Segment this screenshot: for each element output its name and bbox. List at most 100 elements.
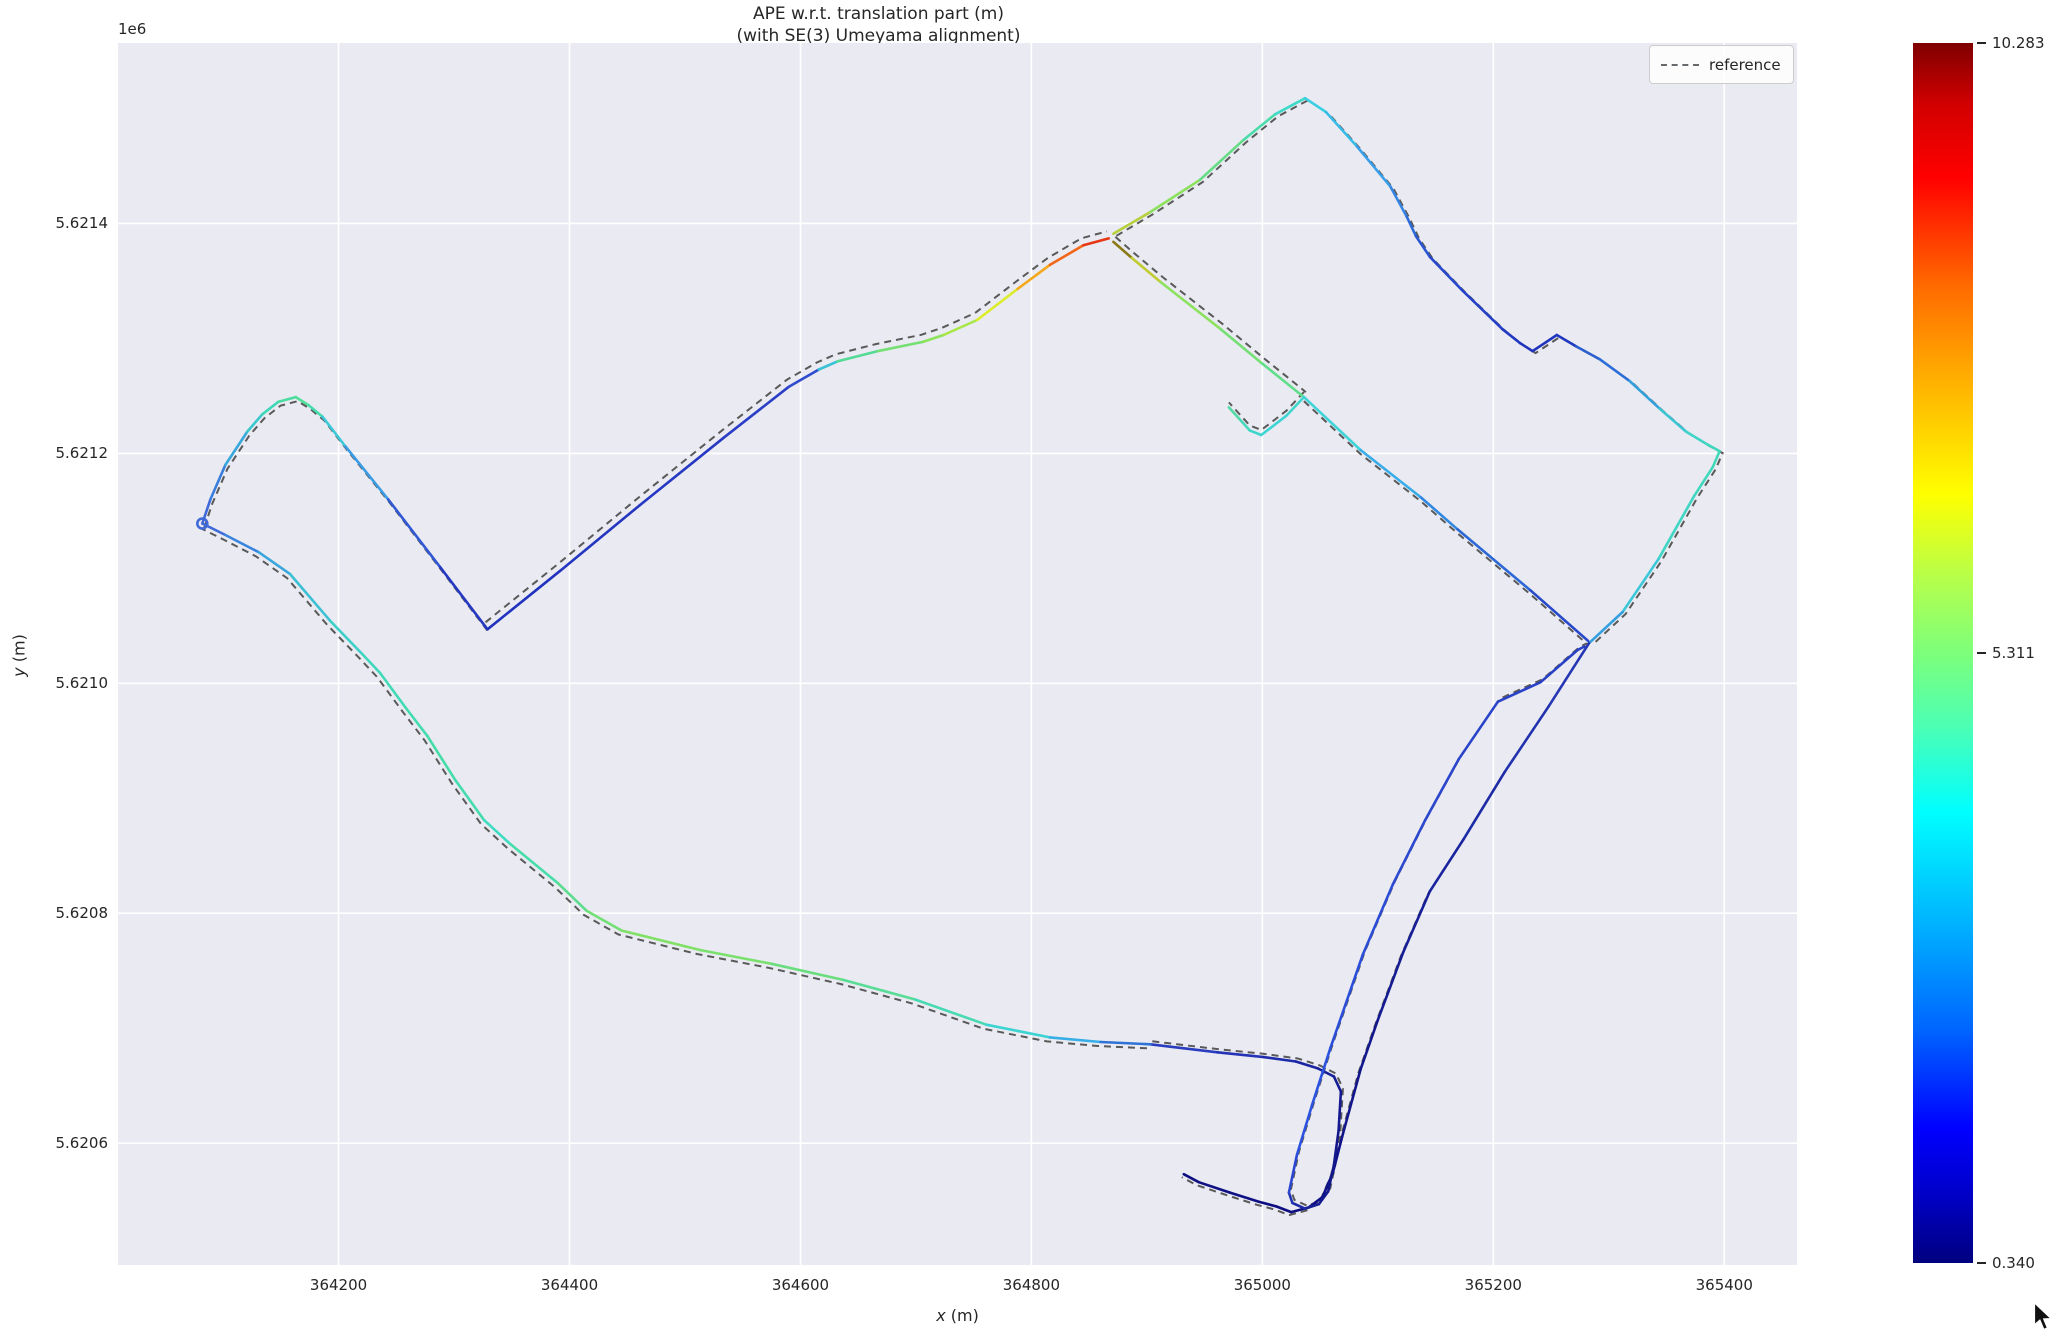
trajectory-segment <box>620 929 702 952</box>
trajectory-segment <box>817 360 839 371</box>
trajectory-segment <box>1376 950 1405 1022</box>
trajectory-segment <box>486 569 562 631</box>
trajectory-segment <box>1529 588 1590 643</box>
trajectory-segment <box>1539 648 1579 684</box>
plot-title-line2: (with SE(3) Umeyama alignment) <box>736 26 1021 46</box>
trajectory-segment <box>509 842 560 885</box>
trajectory-segment <box>1576 645 1586 652</box>
trajectory-segment <box>1273 96 1307 116</box>
trajectory-segment <box>1287 1191 1294 1205</box>
trajectory-segment <box>558 503 642 573</box>
trajectory-segment <box>1405 215 1418 238</box>
trajectory-segment <box>404 706 429 738</box>
trajectory-segment <box>1219 327 1264 366</box>
legend-reference-line-sample <box>1661 63 1699 66</box>
trajectory-segment <box>1684 430 1709 446</box>
x-tick-label: 365400 <box>1695 1276 1753 1294</box>
x-tick-label: 364200 <box>309 1276 368 1294</box>
trajectory-segment <box>1711 449 1721 469</box>
trajectory-segment <box>209 463 227 501</box>
trajectory-segment <box>975 287 1019 322</box>
trajectory-segment <box>1238 417 1251 432</box>
trajectory-segment <box>1587 610 1624 645</box>
trajectory-segment <box>1456 527 1532 592</box>
trajectory-segment <box>1621 557 1660 614</box>
trajectory-segment <box>1182 1172 1201 1184</box>
trajectory-segment <box>386 498 442 569</box>
trajectory-segment <box>294 395 310 407</box>
trajectory-segment <box>1316 1067 1336 1078</box>
x-axis-label-var: x <box>936 1306 946 1325</box>
trajectory-segment <box>1705 442 1721 453</box>
trajectory-segment <box>1598 357 1631 383</box>
trajectory-segment <box>1261 1055 1298 1063</box>
trajectory-segment <box>1082 237 1111 247</box>
trajectory-segment <box>1149 178 1202 214</box>
trajectory-segment <box>246 412 264 433</box>
trajectory-segment <box>1391 818 1427 886</box>
trajectory-segment <box>1274 1205 1293 1214</box>
trajectory-segment <box>1197 1180 1232 1194</box>
trajectory-segment <box>921 333 945 344</box>
trajectory-segment <box>876 340 925 353</box>
trajectory-segment <box>1317 1190 1330 1206</box>
trajectory-segment <box>1198 138 1246 182</box>
trajectory-segment <box>722 385 791 439</box>
trajectory-segment <box>1016 263 1052 291</box>
trajectory-segment <box>1359 448 1422 499</box>
trajectory-segment <box>1269 414 1288 430</box>
trajectory-segment <box>942 318 979 337</box>
trajectory-segment <box>1460 288 1504 331</box>
trajectory-segment <box>1259 426 1272 437</box>
trajectory-segment <box>1657 494 1696 561</box>
trajectory-segment <box>1658 407 1688 433</box>
colorbar-label-min: 0.340 <box>1992 1254 2035 1272</box>
trajectory-segment <box>1130 256 1162 284</box>
x-tick-label: 365000 <box>1233 1276 1291 1294</box>
x-tick-label: 364800 <box>1002 1276 1061 1294</box>
trajectory-segment <box>1257 1200 1278 1208</box>
trajectory-segment <box>913 998 988 1026</box>
trajectory-segment <box>257 550 292 576</box>
trajectory-segment <box>1159 280 1223 331</box>
trajectory-segment <box>1248 429 1263 437</box>
colorbar-tick-top <box>1977 42 1986 44</box>
y-axis-label: y (m) <box>10 601 29 711</box>
colorbar-tick-bottom <box>1977 1262 1986 1264</box>
trajectory-segment <box>1503 704 1550 774</box>
trajectory-segment <box>329 619 365 656</box>
trajectory-segment <box>1112 210 1152 236</box>
trajectory-segment <box>556 881 589 913</box>
trajectory-segment <box>1048 244 1085 267</box>
x-tick-label: 364600 <box>771 1276 830 1294</box>
trajectory-segment <box>224 533 261 554</box>
trajectory-segment <box>770 962 845 982</box>
trajectory-segment <box>1692 465 1714 498</box>
trajectory-start-circle <box>195 517 209 530</box>
trajectory-segment <box>1228 1191 1261 1204</box>
trajectory-segment <box>698 948 773 966</box>
trajectory-segment <box>1287 1153 1299 1194</box>
legend-box[interactable]: reference <box>1649 45 1794 84</box>
plot-background <box>118 43 1797 1265</box>
trajectory-segment <box>1285 395 1306 417</box>
trajectory-segment <box>1457 700 1500 761</box>
trajectory-segment <box>1261 362 1306 399</box>
trajectory-segment <box>361 653 382 675</box>
x-tick-label: 365200 <box>1464 1276 1522 1294</box>
trajectory-segment <box>1462 770 1507 842</box>
reference-trajectory-dashed <box>484 230 1108 624</box>
trajectory-segment <box>1428 255 1464 292</box>
trajectory-segment <box>1428 838 1465 893</box>
trajectory-segment <box>1310 1046 1332 1107</box>
y-axis-label-unit: (m) <box>9 634 29 668</box>
trajectory-segment <box>585 909 623 932</box>
trajectory-segment <box>1361 883 1395 956</box>
trajectory-segment <box>638 435 726 507</box>
trajectory-segment <box>1575 345 1601 361</box>
trajectory-segment <box>1518 341 1534 353</box>
trajectory-segment <box>453 778 486 822</box>
trajectory-segment <box>1216 1051 1264 1059</box>
